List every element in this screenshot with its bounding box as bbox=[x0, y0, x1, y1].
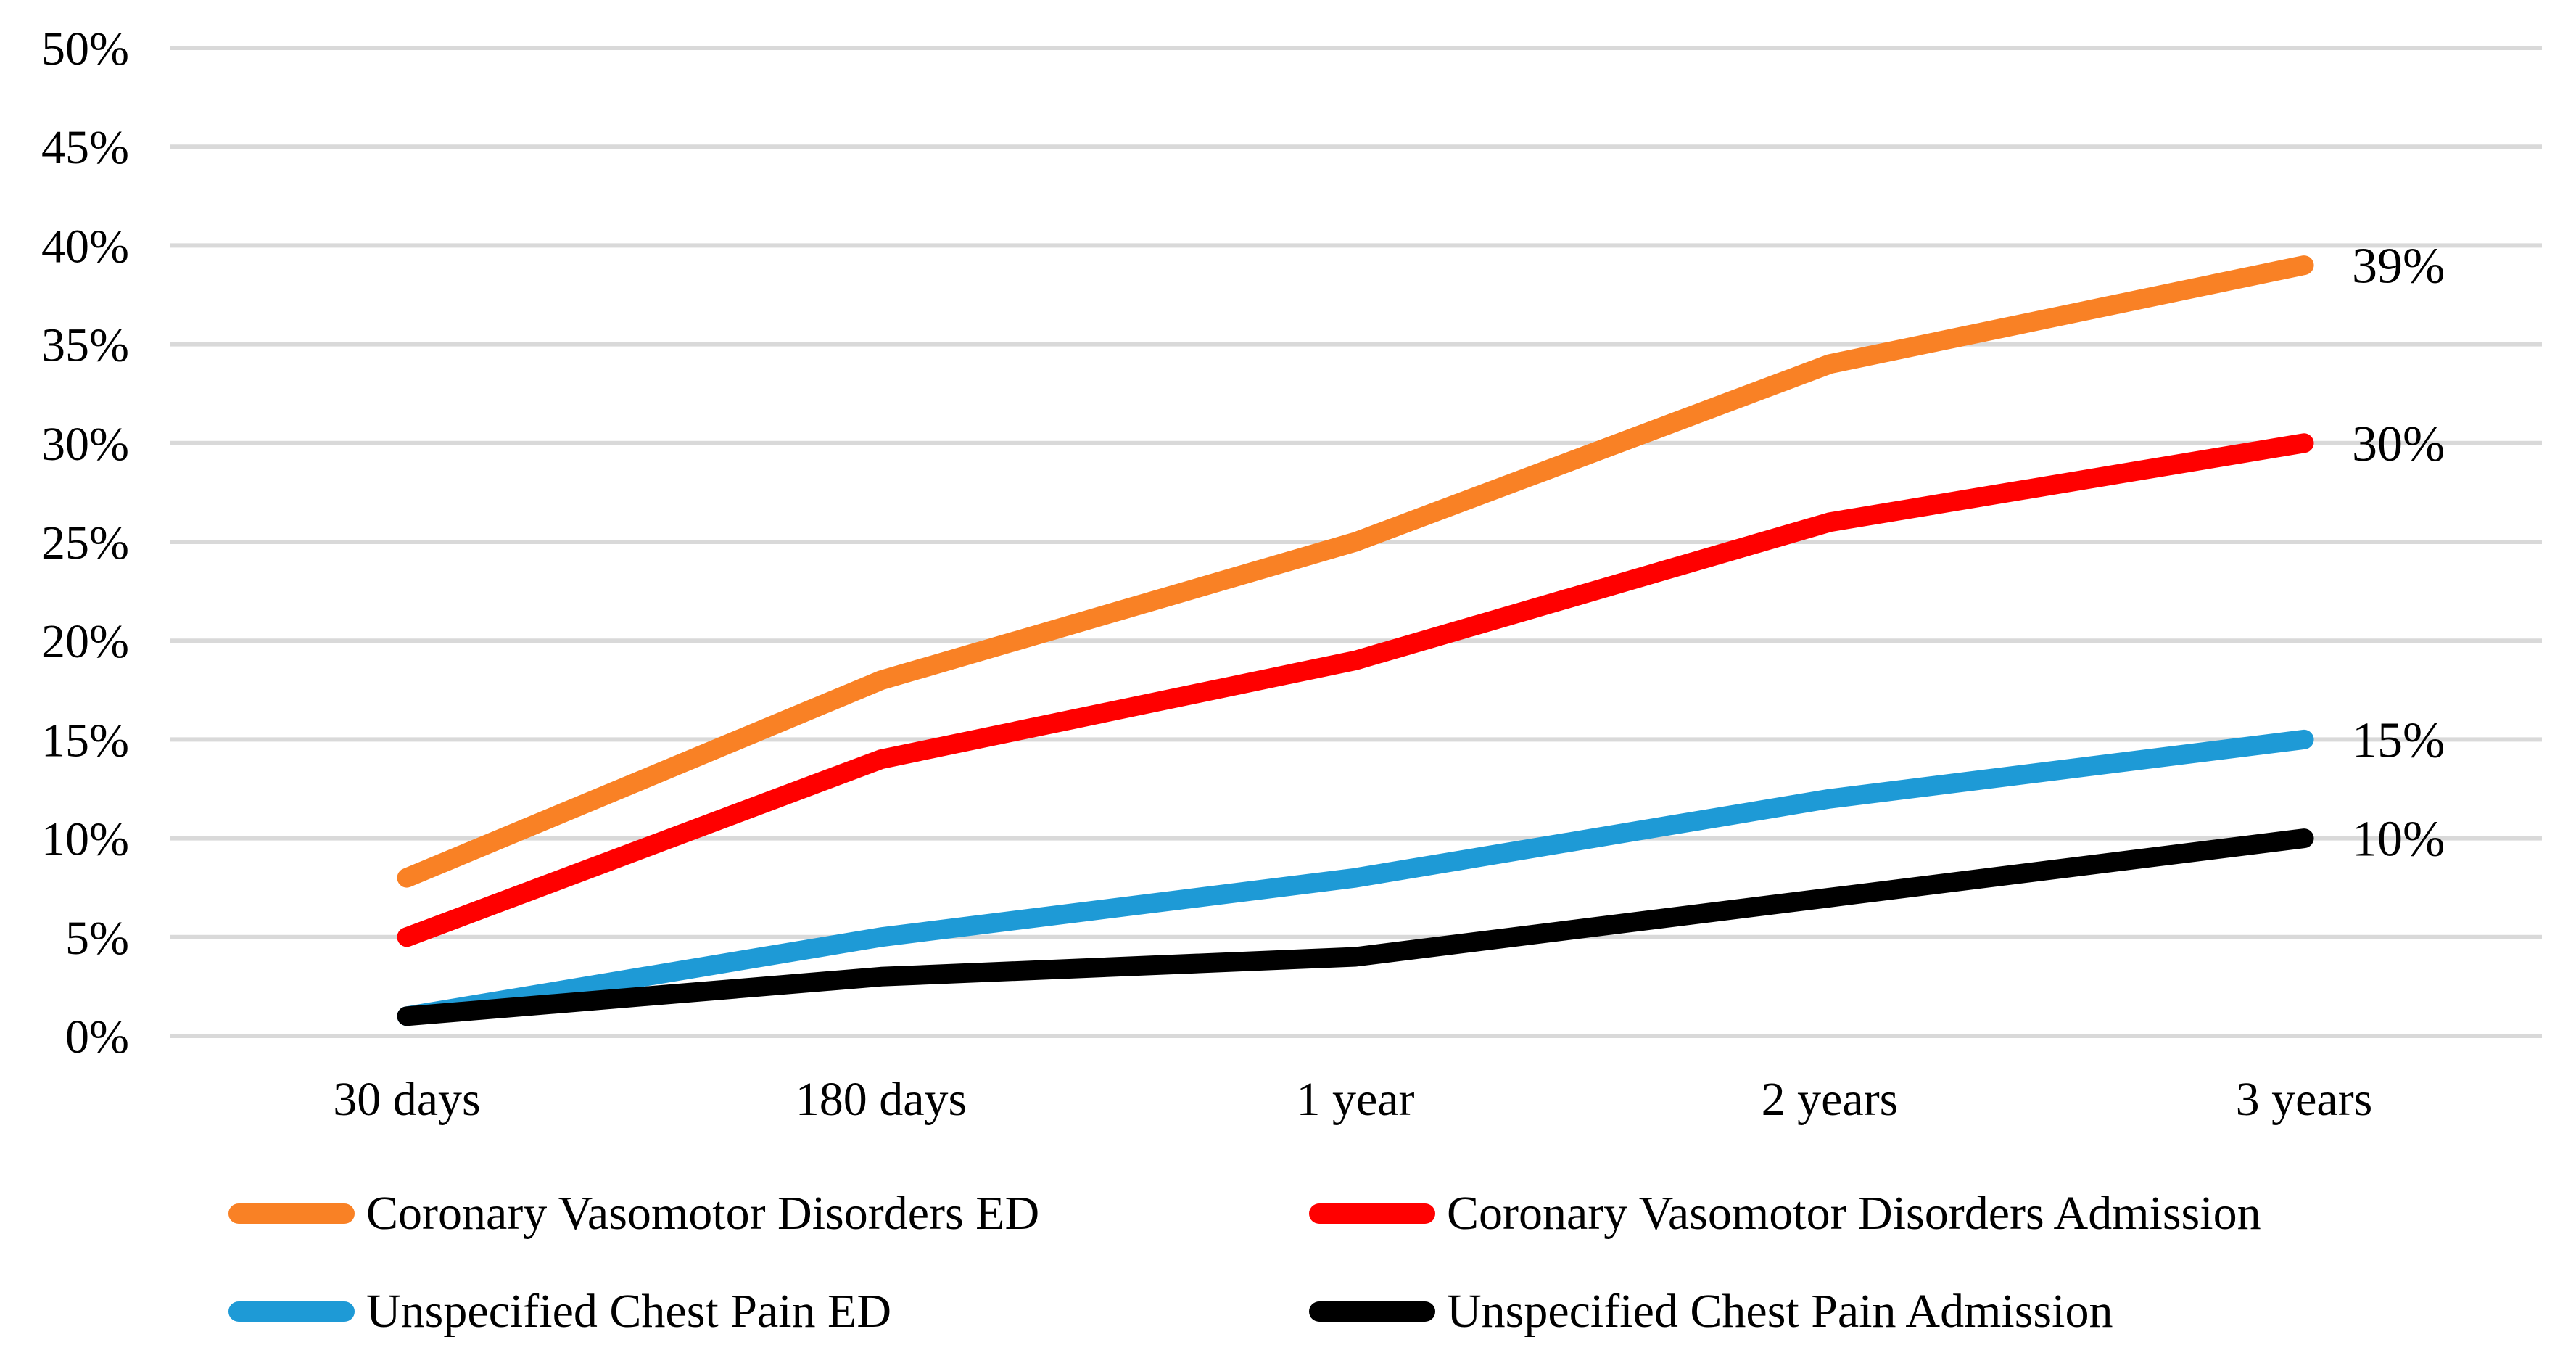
legend-label-coronary-vasomotor-disorders-ed: Coronary Vasomotor Disorders ED bbox=[366, 1187, 1040, 1240]
x-axis-category-label: 1 year bbox=[1296, 1073, 1414, 1126]
y-axis-tick-label: 0% bbox=[65, 1011, 129, 1063]
legend-item-coronary-vasomotor-disorders-ed: Coronary Vasomotor Disorders ED bbox=[228, 1188, 1039, 1239]
y-axis-tick-label: 15% bbox=[41, 714, 129, 767]
x-axis-category-label: 180 days bbox=[796, 1073, 967, 1126]
x-axis-category-label: 30 days bbox=[333, 1073, 480, 1126]
series-end-label-coronary-vasomotor-disorders-ed: 39% bbox=[2352, 239, 2445, 295]
y-axis-tick-label: 30% bbox=[41, 418, 129, 471]
series-end-label-unspecified-chest-pain-admission: 10% bbox=[2352, 812, 2445, 868]
series-line-coronary-vasomotor-disorders-ed bbox=[397, 255, 2314, 888]
legend-label-coronary-vasomotor-disorders-admission: Coronary Vasomotor Disorders Admission bbox=[1447, 1187, 2261, 1240]
y-axis-tick-label: 50% bbox=[41, 22, 129, 75]
series-end-label-unspecified-chest-pain-ed: 15% bbox=[2352, 712, 2445, 768]
legend-label-unspecified-chest-pain-admission: Unspecified Chest Pain Admission bbox=[1447, 1285, 2113, 1338]
series-line-coronary-vasomotor-disorders-admission bbox=[397, 433, 2314, 947]
series-end-label-coronary-vasomotor-disorders-admission: 30% bbox=[2352, 416, 2445, 472]
legend-swatch-unspecified-chest-pain-ed bbox=[228, 1301, 355, 1322]
series-line-unspecified-chest-pain-ed bbox=[397, 729, 2314, 1026]
legend-swatch-coronary-vasomotor-disorders-ed bbox=[228, 1203, 355, 1224]
legend-swatch-unspecified-chest-pain-admission bbox=[1309, 1301, 1435, 1322]
legend-swatch-coronary-vasomotor-disorders-admission bbox=[1309, 1203, 1435, 1224]
y-axis-tick-label: 20% bbox=[41, 615, 129, 668]
legend-label-unspecified-chest-pain-ed: Unspecified Chest Pain ED bbox=[366, 1285, 892, 1338]
x-axis-category-label: 2 years bbox=[1762, 1073, 1899, 1126]
y-axis-tick-label: 10% bbox=[41, 813, 129, 866]
legend-item-unspecified-chest-pain-admission: Unspecified Chest Pain Admission bbox=[1309, 1286, 2113, 1337]
y-axis-tick-label: 40% bbox=[41, 220, 129, 273]
x-axis-category-label: 3 years bbox=[2236, 1073, 2373, 1126]
legend-item-unspecified-chest-pain-ed: Unspecified Chest Pain ED bbox=[228, 1286, 891, 1337]
legend-item-coronary-vasomotor-disorders-admission: Coronary Vasomotor Disorders Admission bbox=[1309, 1188, 2261, 1239]
y-axis-tick-label: 45% bbox=[41, 121, 129, 174]
y-axis-tick-label: 35% bbox=[41, 319, 129, 372]
y-axis-tick-label: 5% bbox=[65, 912, 129, 965]
series-line-unspecified-chest-pain-admission bbox=[397, 828, 2314, 1026]
y-axis-tick-label: 25% bbox=[41, 517, 129, 569]
